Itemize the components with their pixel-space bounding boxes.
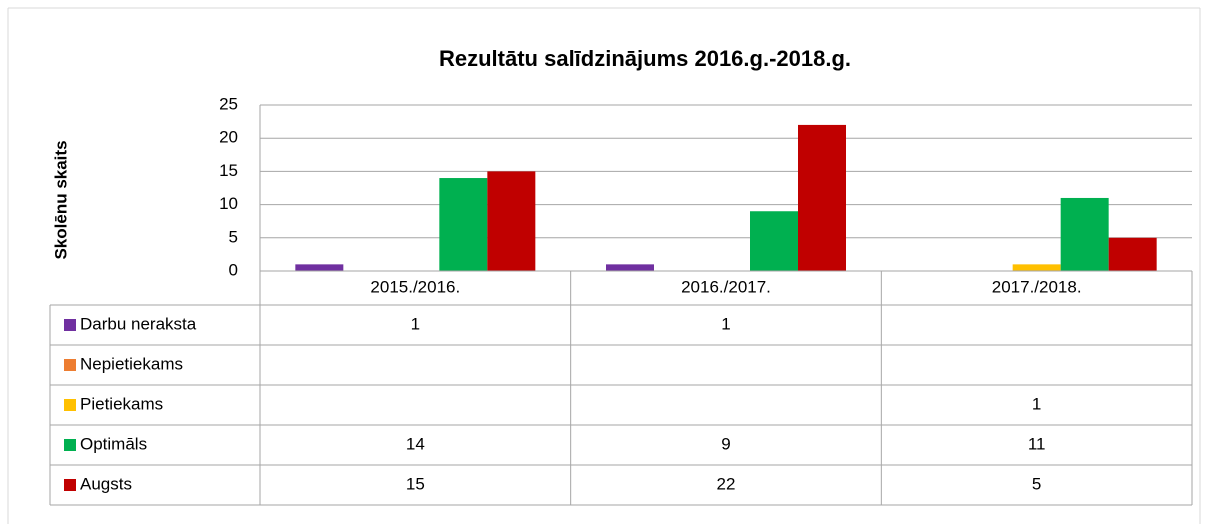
legend-swatch [64, 319, 76, 331]
x-tick-label: 2016./2017. [681, 277, 771, 296]
legend-swatch [64, 439, 76, 451]
legend-label: Pietiekams [80, 394, 163, 413]
table-value: 1 [721, 314, 730, 333]
bar [1108, 237, 1157, 271]
y-tick-label: 25 [219, 94, 238, 113]
table-value: 9 [721, 434, 730, 453]
legend-label: Darbu neraksta [80, 314, 197, 333]
legend-swatch [64, 479, 76, 491]
bar [798, 124, 846, 271]
bar [487, 171, 536, 271]
bar [1060, 197, 1109, 271]
y-tick-label: 20 [219, 128, 238, 147]
table-value: 11 [1028, 434, 1046, 453]
legend-label: Optimāls [80, 434, 147, 453]
table-value: 15 [406, 474, 425, 493]
chart-title: Rezultātu salīdzinājums 2016.g.-2018.g. [439, 46, 851, 71]
table-value: 1 [411, 314, 420, 333]
legend-label: Augsts [80, 474, 132, 493]
table-value: 1 [1032, 394, 1041, 413]
y-tick-label: 0 [229, 260, 238, 279]
legend-swatch [64, 359, 76, 371]
bar [750, 211, 798, 271]
bar [295, 264, 344, 271]
x-tick-label: 2017./2018. [992, 277, 1082, 296]
y-axis-title: Skolēnu skaits [51, 140, 70, 259]
x-tick-label: 2015./2016. [370, 277, 460, 296]
legend-label: Nepietiekams [80, 354, 183, 373]
table-value: 14 [406, 434, 425, 453]
bar [439, 178, 488, 271]
legend-swatch [64, 399, 76, 411]
bar [606, 264, 654, 271]
y-tick-label: 5 [229, 227, 238, 246]
table-value: 22 [717, 474, 736, 493]
y-tick-label: 15 [219, 161, 238, 180]
table-value: 5 [1032, 474, 1041, 493]
y-tick-label: 10 [219, 194, 238, 213]
bar [1012, 264, 1061, 271]
